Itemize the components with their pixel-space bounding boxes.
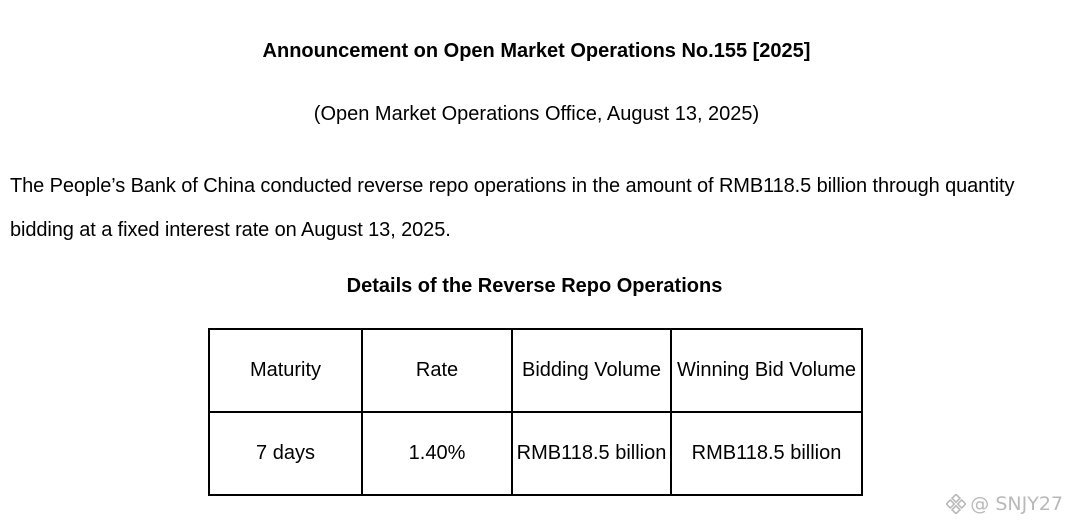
watermark: @ SNJY27: [946, 493, 1063, 515]
cell-winning-bid-volume: RMB118.5 billion: [670, 411, 863, 496]
cell-rate: 1.40%: [361, 411, 513, 496]
reverse-repo-table: Maturity Rate Bidding Volume Winning Bid…: [208, 328, 863, 496]
watermark-text: @ SNJY27: [970, 493, 1063, 515]
logo-icon: [946, 494, 967, 514]
body-line: bidding at a fixed interest rate on Augu…: [10, 219, 451, 241]
table-row: 7 days 1.40% RMB118.5 billion RMB118.5 b…: [208, 411, 863, 496]
header-winning-bid-volume: Winning Bid Volume: [670, 328, 863, 413]
page-subtitle: (Open Market Operations Office, August 1…: [313, 103, 760, 125]
cell-maturity: 7 days: [208, 411, 363, 496]
header-bidding-volume: Bidding Volume: [511, 328, 672, 413]
table-title: Details of the Reverse Repo Operations: [346, 275, 723, 297]
header-rate: Rate: [361, 328, 513, 413]
announcement-body: The People’s Bank of China conducted rev…: [10, 164, 1070, 252]
header-maturity: Maturity: [208, 328, 363, 413]
table-header-row: Maturity Rate Bidding Volume Winning Bid…: [208, 328, 863, 413]
cell-bidding-volume: RMB118.5 billion: [511, 411, 672, 496]
page-title: Announcement on Open Market Operations N…: [262, 40, 811, 62]
body-line: The People’s Bank of China conducted rev…: [10, 175, 1015, 197]
